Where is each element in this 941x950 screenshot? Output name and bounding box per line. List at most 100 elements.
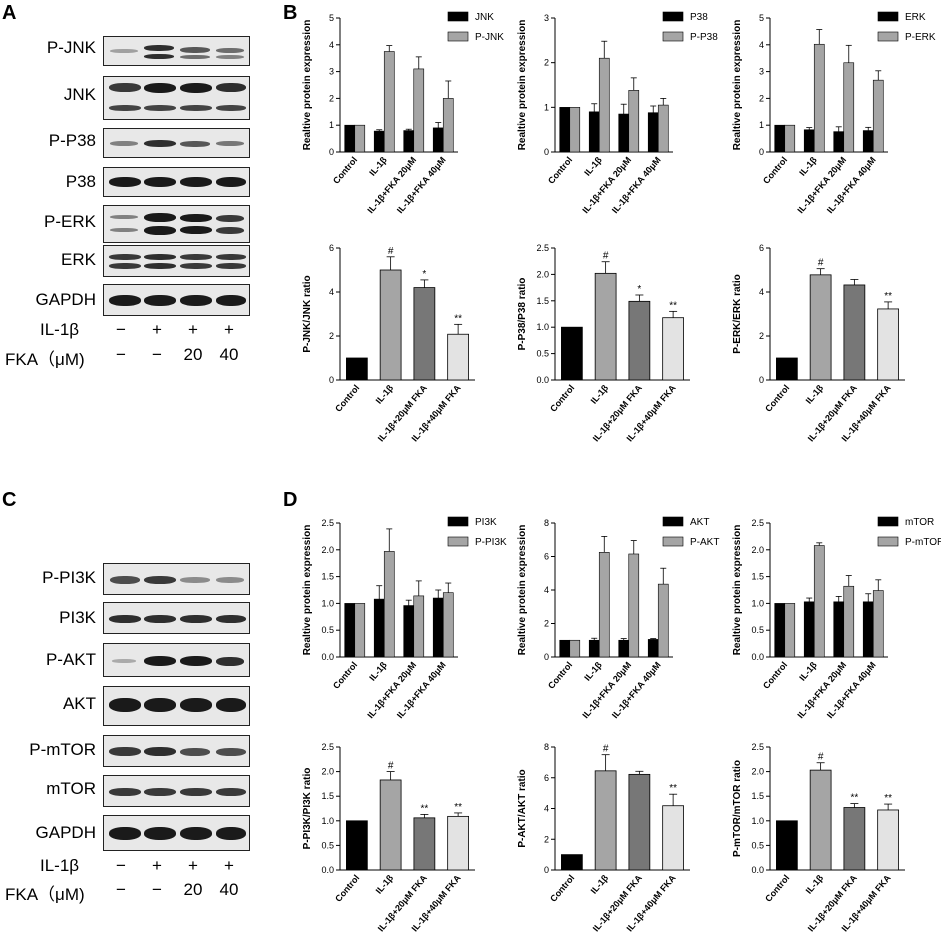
y-tick-label: 0.0 xyxy=(751,865,764,875)
blot-strip-akt xyxy=(103,686,250,726)
treatment-label: FKA（μM) xyxy=(5,350,85,369)
x-tick-label: Control xyxy=(548,873,576,904)
y-tick-label: 2 xyxy=(544,58,549,68)
bar xyxy=(588,111,600,153)
treatment-value: + xyxy=(224,856,234,875)
legend-swatch xyxy=(447,31,469,42)
blot-label: AKT xyxy=(62,694,96,713)
y-axis-label: Realtive protein expression xyxy=(732,20,743,151)
y-axis-label: P-ERK/ERK ratio xyxy=(732,274,743,353)
bar xyxy=(872,590,884,658)
blot-label: P-mTOR xyxy=(29,740,96,759)
chart-mtor-expression: 0.0 0.5 1.0 1.5 2.0 2.5 Realtive protein expre… xyxy=(732,516,941,720)
blot-label: P-AKT xyxy=(45,650,96,669)
blot-label: mTOR xyxy=(46,779,96,798)
bar xyxy=(344,603,356,658)
bar xyxy=(569,107,581,153)
treatment-value: − xyxy=(116,320,126,339)
y-tick-label: 2 xyxy=(544,834,549,844)
treatment-value: 40 xyxy=(219,345,239,364)
blot-strip-p38 xyxy=(103,167,250,197)
y-tick-label: 4 xyxy=(329,287,334,297)
legend-swatch xyxy=(662,31,684,42)
x-tick-label: IL-1β xyxy=(797,659,819,682)
y-tick-label: 0 xyxy=(759,375,764,385)
x-tick-label: Control xyxy=(333,383,361,414)
y-tick-label: 1.0 xyxy=(321,598,334,608)
y-tick-label: 1.5 xyxy=(751,572,764,582)
bar xyxy=(628,773,651,871)
bar xyxy=(344,124,356,153)
y-tick-label: 0 xyxy=(544,865,549,875)
x-tick-label: Control xyxy=(763,383,791,414)
bar xyxy=(442,592,454,658)
blot-label: GAPDH xyxy=(35,823,96,842)
bar xyxy=(559,107,571,153)
legend-label: PI3K xyxy=(475,517,497,528)
y-tick-label: 2.5 xyxy=(751,518,764,528)
x-tick-label: IL-1β xyxy=(367,659,389,682)
treatment-value: + xyxy=(188,320,198,339)
x-tick-label: Control xyxy=(761,155,789,186)
significance-label: ** xyxy=(884,793,892,804)
bar xyxy=(383,51,395,153)
blot-strip-pi3k xyxy=(103,602,250,634)
bar xyxy=(432,127,444,153)
legend-label: P-P38 xyxy=(690,32,718,43)
bar xyxy=(833,601,845,658)
y-tick-label: 2.5 xyxy=(536,243,549,253)
y-tick-label: 2 xyxy=(329,331,334,341)
treatment-value: − xyxy=(116,880,126,899)
bar xyxy=(379,779,402,871)
y-tick-label: 2.0 xyxy=(751,767,764,777)
blot-strip-jnk xyxy=(103,76,250,120)
x-tick-label: IL-1β xyxy=(804,872,826,895)
blot-strip-p-mtor xyxy=(103,735,250,767)
bar xyxy=(862,130,874,153)
y-tick-label: 2.5 xyxy=(751,742,764,752)
blot-label: P-ERK xyxy=(44,212,96,231)
treatment-label: FKA（μM) xyxy=(5,885,85,904)
y-tick-label: 1.0 xyxy=(751,816,764,826)
y-tick-label: 1.5 xyxy=(536,296,549,306)
y-tick-label: 8 xyxy=(544,742,549,752)
bar xyxy=(776,820,798,871)
y-axis-label: P-JNK/JNK ratio xyxy=(302,275,313,352)
bar xyxy=(447,815,469,871)
y-tick-label: 1.5 xyxy=(321,572,334,582)
bar xyxy=(594,770,617,871)
y-tick-label: 6 xyxy=(544,552,549,562)
x-tick-label: IL-1β xyxy=(582,154,604,177)
y-tick-label: 0.0 xyxy=(536,375,549,385)
bar xyxy=(354,124,366,153)
significance-label: ** xyxy=(454,313,462,324)
bar xyxy=(862,601,874,658)
y-tick-label: 1.0 xyxy=(321,816,334,826)
bar xyxy=(373,130,385,153)
y-axis-label: Realtive protein expression xyxy=(302,20,313,151)
bar xyxy=(877,308,899,381)
bar xyxy=(784,603,796,658)
y-axis-label: Realtive protein expression xyxy=(732,525,743,656)
y-tick-label: 0.5 xyxy=(751,840,764,850)
bar xyxy=(776,357,798,381)
y-tick-label: 4 xyxy=(329,40,334,50)
y-tick-label: 2 xyxy=(759,331,764,341)
y-tick-label: 4 xyxy=(544,585,549,595)
blot-strip-mtor xyxy=(103,775,250,807)
treatment-label: IL-1β xyxy=(40,856,80,875)
y-tick-label: 0.5 xyxy=(536,349,549,359)
bar xyxy=(657,583,669,658)
x-tick-label: Control xyxy=(331,660,359,691)
chart-mtor-ratio: 0.0 0.5 1.0 1.5 2.0 2.5 P-mTOR/mTOR ratio Contr… xyxy=(732,742,905,933)
x-tick-label: IL-1β xyxy=(582,659,604,682)
bar xyxy=(598,57,610,153)
y-tick-label: 0.0 xyxy=(321,865,334,875)
bar xyxy=(813,43,825,153)
y-tick-label: 2 xyxy=(329,93,334,103)
bar xyxy=(813,545,825,658)
significance-label: # xyxy=(603,251,609,262)
bar xyxy=(833,131,845,153)
bar xyxy=(447,333,469,381)
